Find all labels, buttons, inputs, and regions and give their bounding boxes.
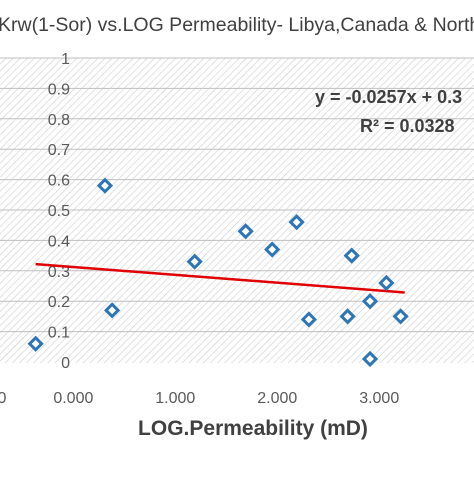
x-tick-label: 3.000 (359, 390, 399, 407)
data-point (103, 302, 121, 319)
data-point (96, 177, 114, 194)
x-axis-title: LOG.Permeability (mD) (138, 417, 368, 440)
data-point (339, 308, 356, 325)
trendline-equation: y = -0.0257x + 0.3 (315, 87, 462, 107)
data-point (361, 350, 379, 368)
y-tick-label: 0.5 (48, 203, 70, 220)
y-tick-label: 0 (61, 355, 70, 372)
data-point (300, 311, 317, 328)
data-point (288, 214, 305, 231)
data-point (237, 223, 254, 240)
y-tick-label: 0.9 (48, 81, 70, 98)
x-tick-label: 0 (0, 390, 7, 407)
y-tick-label: 0.4 (48, 233, 70, 250)
y-tick-label: 0.7 (48, 142, 70, 159)
trendline (35, 262, 405, 294)
data-point (27, 335, 44, 352)
y-tick-label: 1 (61, 51, 70, 68)
x-tick-label: 0.000 (53, 390, 93, 407)
y-tick-label: 0.6 (48, 173, 70, 190)
data-point (264, 241, 281, 258)
data-points (27, 177, 409, 368)
y-tick-label: 0.3 (48, 264, 70, 281)
x-axis-ticks: 0 0.000 1.000 2.000 3.000 (0, 390, 399, 407)
data-point (343, 247, 360, 264)
grid-lines (0, 57, 474, 333)
trendline-r-squared: R² = 0.0328 (360, 116, 455, 136)
data-point (186, 253, 203, 270)
trendline-group (35, 262, 405, 294)
y-axis-ticks: 0 0.1 0.2 0.3 0.4 0.5 0.6 0.7 0.8 0.9 1 (48, 51, 70, 372)
y-tick-label: 0.1 (48, 325, 70, 342)
y-tick-label: 0.8 (48, 112, 70, 129)
y-tick-label: 0.2 (48, 294, 70, 311)
data-point (392, 308, 409, 325)
x-tick-label: 1.000 (155, 390, 195, 407)
x-tick-label: 2.000 (257, 390, 297, 407)
chart-title: Krw(1-Sor) vs.LOG Permeability- Libya,Ca… (0, 14, 474, 36)
data-point (361, 293, 379, 310)
data-point (378, 274, 395, 292)
